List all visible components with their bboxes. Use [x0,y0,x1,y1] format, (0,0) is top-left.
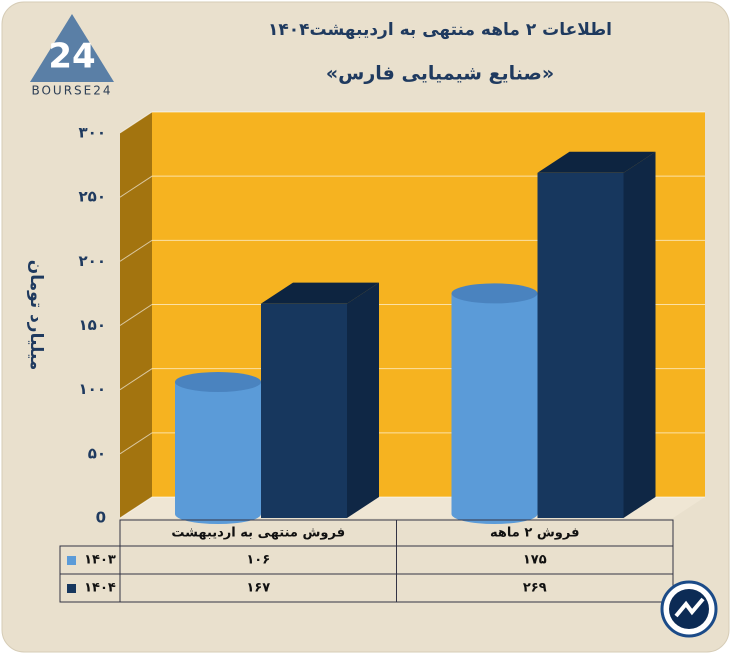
grid-line [119,175,705,198]
y-tick-label: ۵۰ [88,444,106,462]
legend-swatch [67,584,76,593]
legend-label: ۱۴۰۳ [84,553,116,568]
category-label: فروش ۲ ماهه [490,526,579,541]
y-tick-label: ۱۰۰ [79,380,106,398]
grid-line [119,111,705,134]
bar [261,303,347,518]
bar [537,172,624,519]
corner-icon [660,580,718,638]
grid-line [119,239,705,262]
value-label: ۱۷۵ [523,553,547,568]
y-tick-label: ۳۰۰ [79,124,106,142]
y-tick-label: ۱۵۰ [79,316,106,334]
chart-subtitle: «صنایع شیمیایی فارس» [326,63,554,85]
y-tick-label: ۲۵۰ [79,188,106,206]
value-label: ۲۶۹ [523,581,547,596]
y-tick-label: ۲۰۰ [79,252,106,270]
category-label: فروش منتهی به اردیبهشت [171,526,345,541]
logo: 24 BOURSE24 [30,14,114,98]
value-label: ۱۶۷ [246,581,270,596]
bar-top [537,151,656,173]
cylinder-bar [175,371,261,524]
value-label: ۱۰۶ [246,553,270,568]
bar-side [623,151,656,519]
y-axis-label: میلیارد تومان [26,260,46,371]
bar-side [347,282,379,518]
logo-mark: 24 [48,37,95,77]
logo-name: BOURSE24 [31,84,112,98]
cylinder-bar [451,283,538,524]
bar-top [261,282,379,304]
legend-swatch [67,556,76,565]
y-tick-label: 0 [96,509,106,527]
legend-label: ۱۴۰۴ [84,581,116,596]
chart-title: اطلاعات ۲ ماهه منتهی به اردیبهشت۱۴۰۴ [268,20,612,40]
